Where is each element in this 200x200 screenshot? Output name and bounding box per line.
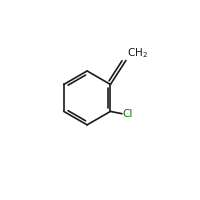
Text: CH$_2$: CH$_2$ (127, 46, 148, 60)
Text: Cl: Cl (123, 109, 133, 119)
